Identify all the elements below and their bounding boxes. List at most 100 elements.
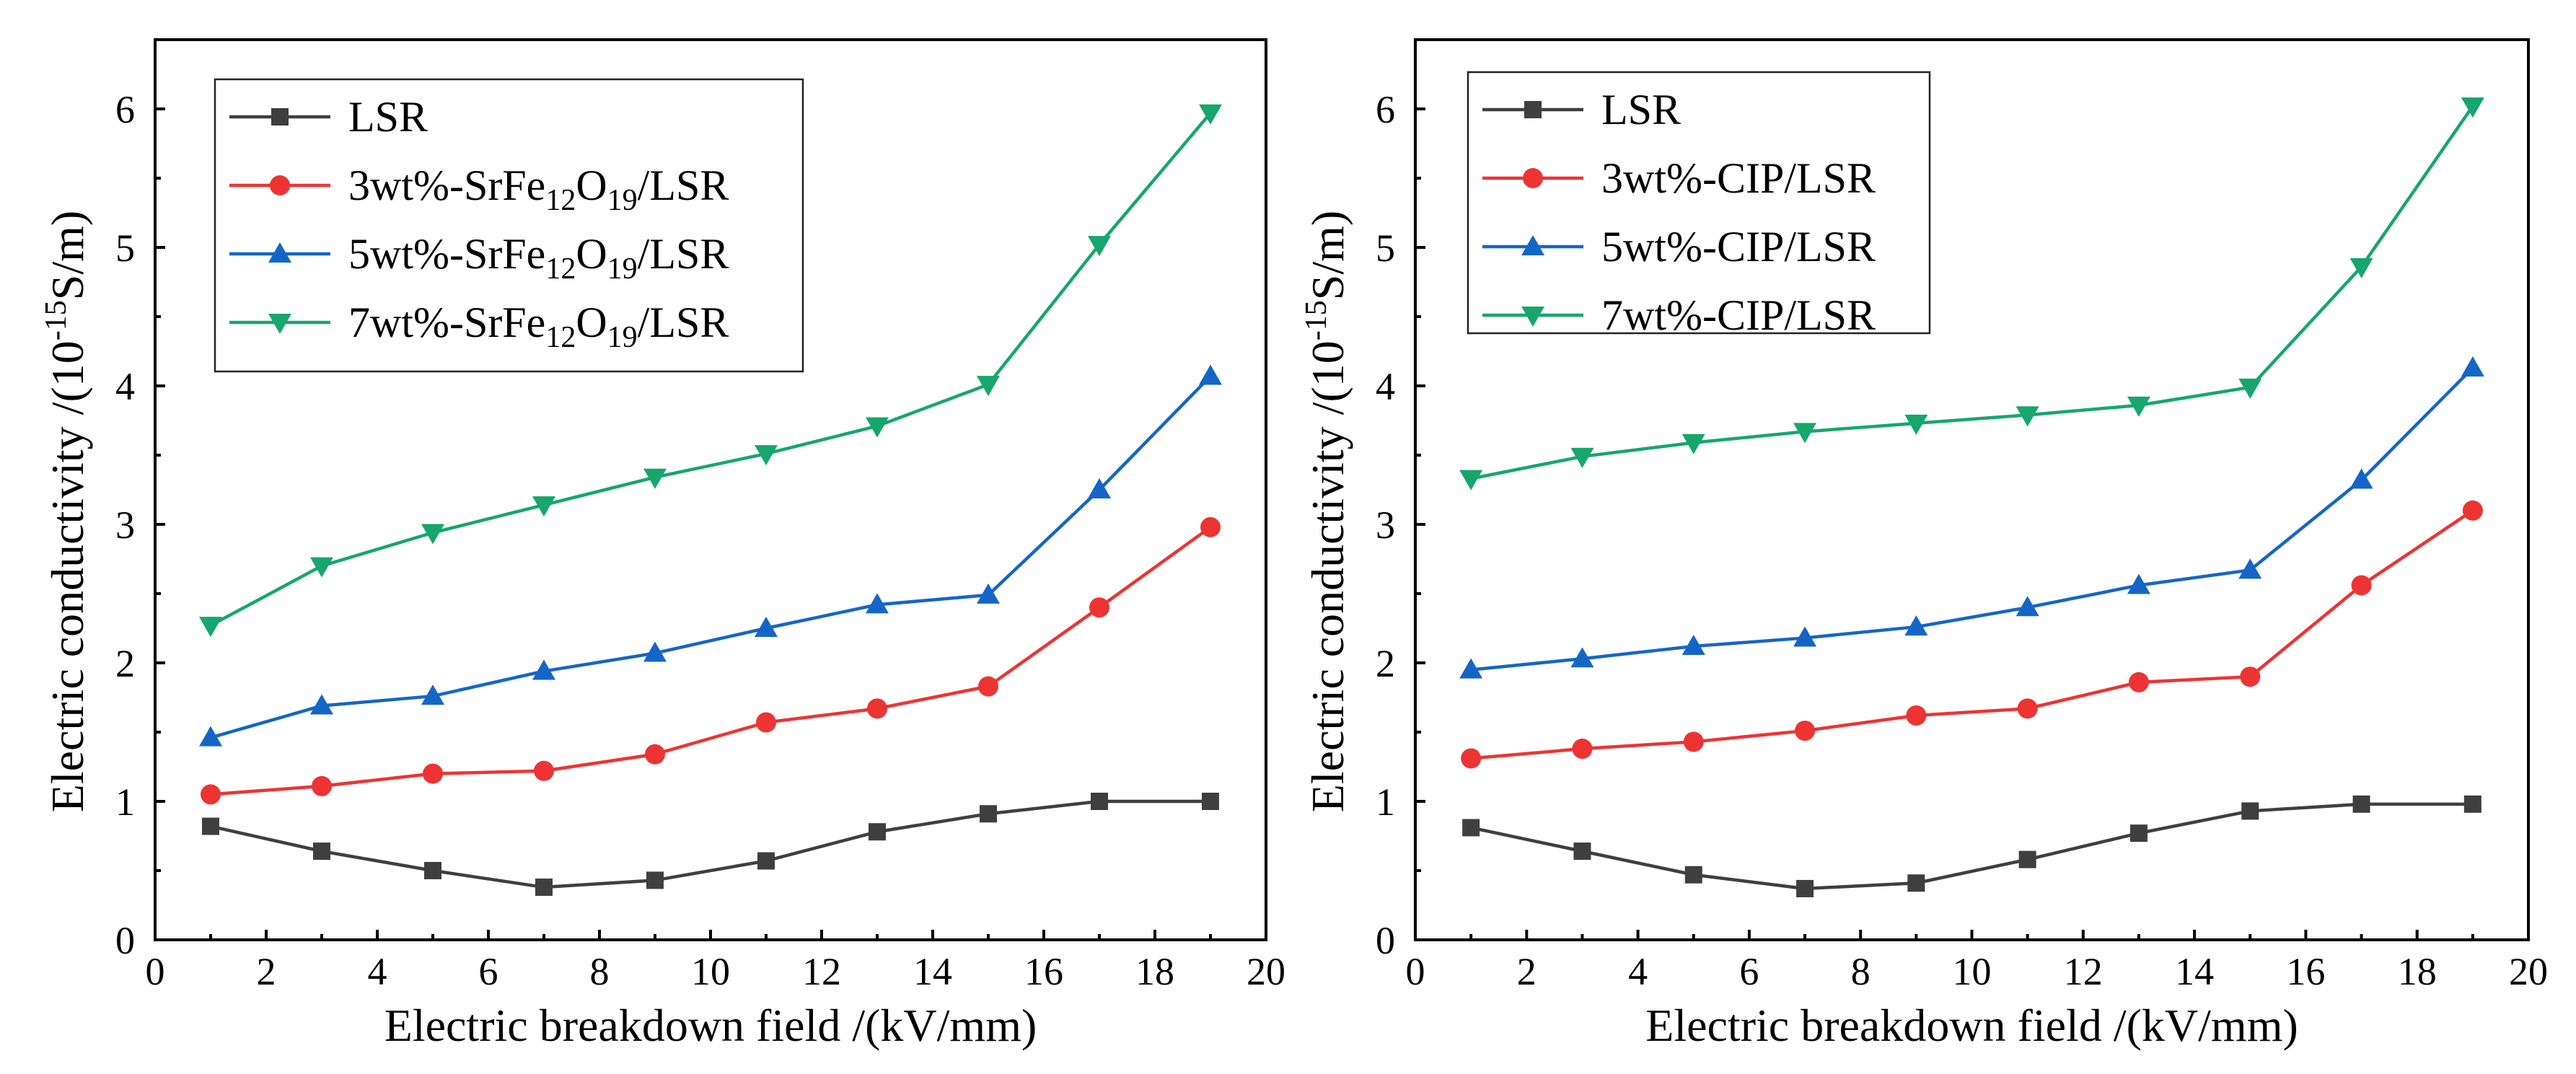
data-point <box>2238 558 2262 579</box>
y-tick-label: 2 <box>1376 642 1395 685</box>
data-point <box>2015 406 2039 427</box>
data-point <box>1795 721 1816 741</box>
data-point <box>756 712 776 733</box>
data-point <box>1461 748 1482 769</box>
x-tick-label: 2 <box>1517 950 1537 993</box>
legend-label-part: 12 <box>545 184 576 217</box>
legend-label-part: O <box>576 299 607 346</box>
data-point <box>757 852 775 870</box>
data-point <box>2018 850 2036 868</box>
x-tick-label: 0 <box>1406 950 1425 993</box>
data-point <box>977 376 1000 397</box>
data-point <box>2461 356 2484 377</box>
series-line <box>210 374 1212 739</box>
legend: LSR 3wt%-SrFe12O19/LSR 5wt%-SrFe12O19/LSR 7… <box>214 78 804 373</box>
legend-marker <box>271 108 289 126</box>
legend-marker <box>1521 307 1544 327</box>
series-1 <box>1462 795 2482 897</box>
legend-marker <box>268 314 291 334</box>
data-point <box>1682 634 1705 655</box>
data-point <box>866 593 889 614</box>
x-tick-label: 18 <box>1135 950 1174 993</box>
y-tick-label: 3 <box>115 503 135 547</box>
data-point <box>978 676 998 697</box>
legend-marker <box>1521 235 1544 255</box>
legend-label-part: 19 <box>607 321 638 354</box>
y-tick-label: 2 <box>115 642 135 685</box>
data-point <box>1570 647 1594 668</box>
x-tick-label: 2 <box>257 950 276 993</box>
y-tick-label: 0 <box>115 919 135 962</box>
legend-label-part: LSR <box>348 93 428 141</box>
legend-item: LSR <box>229 93 428 141</box>
legend-label-part: O <box>576 230 607 278</box>
x-tick-label: 6 <box>479 950 498 993</box>
x-axis-title: Electric breakdown field /(kV/mm) <box>1645 1000 2298 1051</box>
data-point <box>199 617 222 638</box>
legend-label: 3wt%-CIP/LSR <box>1601 154 1876 202</box>
data-point <box>646 871 664 889</box>
data-point <box>424 862 441 879</box>
series-line <box>210 799 1210 889</box>
data-point <box>2238 378 2262 399</box>
legend-item: 5wt%-CIP/LSR <box>1482 223 1876 270</box>
data-point <box>2017 698 2038 719</box>
legend-item: 3wt%-SrFe12O19/LSR <box>229 162 729 217</box>
legend-item: 5wt%-SrFe12O19/LSR <box>229 230 729 286</box>
data-point <box>534 760 554 781</box>
data-point <box>869 823 886 841</box>
legend-label-part: 12 <box>545 252 576 286</box>
y-tick-label: 1 <box>115 780 135 824</box>
series-line <box>1470 366 2474 672</box>
x-tick-label: 18 <box>2398 950 2437 993</box>
data-point <box>421 685 444 705</box>
series-4 <box>199 104 1222 638</box>
series-3 <box>1459 356 2484 679</box>
data-point <box>1904 414 1928 435</box>
y-axis-title: Electric conductivity /(10-15S/m) <box>1300 211 1353 812</box>
data-point <box>1200 516 1221 537</box>
data-point <box>535 879 553 897</box>
x-tick-label: 12 <box>802 950 841 993</box>
legend-marker <box>270 175 290 195</box>
y-axis-title-unit: S/m) <box>1302 211 1353 300</box>
legend-label: 7wt%-CIP/LSR <box>1601 291 1876 339</box>
series-3 <box>199 364 1222 747</box>
data-point <box>1907 874 1925 892</box>
data-point <box>643 641 667 662</box>
y-tick-label: 4 <box>1376 365 1395 408</box>
data-point <box>1089 597 1109 618</box>
data-point <box>1199 364 1222 385</box>
data-point <box>977 583 1000 604</box>
y-axis-title-unit: S/m) <box>42 211 93 300</box>
legend-label-part: 19 <box>607 184 638 217</box>
legend-label-part: 7wt%-SrFe <box>348 299 545 346</box>
data-point <box>1091 793 1108 810</box>
data-point <box>2349 258 2373 278</box>
data-point <box>867 698 887 719</box>
data-point <box>421 524 444 545</box>
legend: LSR 3wt%-CIP/LSR 5wt%-CIP/LSR 7wt%-CIP/LSR <box>1467 71 1931 339</box>
x-tick-label: 14 <box>913 950 952 993</box>
y-axis-title-main: Electric conductivity /(10 <box>42 340 93 812</box>
data-point <box>199 726 222 747</box>
y-tick-label: 4 <box>115 365 135 408</box>
legend-label-part: O <box>576 162 607 209</box>
data-point <box>1904 615 1928 636</box>
data-point <box>532 659 555 680</box>
y-tick-label: 6 <box>1376 88 1395 131</box>
legend-label-part: LSR <box>1601 86 1681 133</box>
data-point <box>1202 793 1219 810</box>
legend-label-part: /LSR <box>638 299 729 346</box>
series-4 <box>1459 97 2484 490</box>
x-tick-label: 4 <box>1628 950 1648 993</box>
series-line <box>1470 105 2474 480</box>
legend-marker <box>1523 168 1543 188</box>
legend-label-part: 19 <box>607 252 638 286</box>
data-point <box>1462 819 1480 837</box>
data-point <box>1459 470 1483 490</box>
legend-item: 7wt%-SrFe12O19/LSR <box>229 299 729 354</box>
data-point <box>1088 236 1111 257</box>
y-axis-title-main: Electric conductivity /(10 <box>1302 340 1353 812</box>
legend-label: LSR <box>348 93 428 141</box>
